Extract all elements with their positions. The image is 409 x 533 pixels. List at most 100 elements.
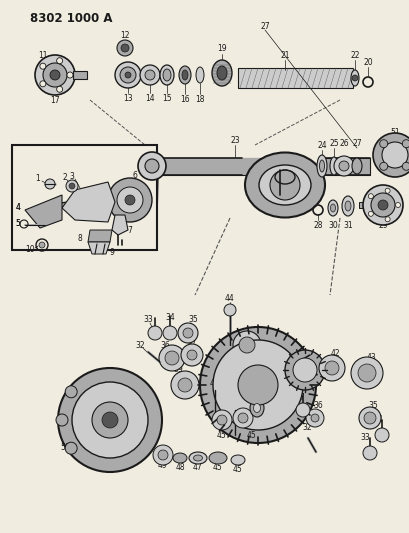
- Circle shape: [92, 402, 128, 438]
- Ellipse shape: [316, 155, 326, 177]
- Text: 44: 44: [229, 399, 239, 408]
- Text: 28: 28: [312, 221, 322, 230]
- Circle shape: [138, 152, 166, 180]
- Circle shape: [120, 67, 136, 83]
- Circle shape: [72, 382, 148, 458]
- Circle shape: [139, 65, 160, 85]
- Circle shape: [56, 414, 68, 426]
- Circle shape: [148, 326, 162, 340]
- Circle shape: [295, 403, 309, 417]
- Circle shape: [363, 412, 375, 424]
- Circle shape: [40, 63, 46, 69]
- Text: 39: 39: [173, 366, 182, 375]
- Text: 35: 35: [367, 401, 377, 410]
- Circle shape: [66, 180, 78, 192]
- Ellipse shape: [209, 452, 227, 464]
- Bar: [12, 145, 157, 250]
- Circle shape: [232, 408, 252, 428]
- Circle shape: [401, 163, 409, 171]
- Circle shape: [67, 72, 73, 78]
- Text: 30: 30: [327, 221, 337, 230]
- Text: 11: 11: [38, 51, 47, 60]
- Ellipse shape: [216, 66, 227, 80]
- Circle shape: [379, 140, 387, 148]
- Circle shape: [108, 178, 152, 222]
- Text: 45: 45: [213, 464, 222, 472]
- Text: 17: 17: [50, 95, 60, 104]
- Ellipse shape: [245, 152, 324, 217]
- Ellipse shape: [163, 69, 171, 81]
- Ellipse shape: [211, 60, 231, 86]
- Circle shape: [357, 364, 375, 382]
- Ellipse shape: [173, 453, 187, 463]
- Text: 24: 24: [317, 141, 326, 149]
- Text: 44: 44: [225, 294, 234, 303]
- Circle shape: [367, 211, 373, 216]
- Circle shape: [102, 412, 118, 428]
- Text: 25: 25: [328, 139, 338, 148]
- Text: 20: 20: [362, 58, 372, 67]
- Text: 32: 32: [135, 341, 144, 350]
- Circle shape: [159, 345, 184, 371]
- Circle shape: [333, 156, 353, 176]
- Text: 35: 35: [188, 314, 198, 324]
- Circle shape: [50, 70, 60, 80]
- Circle shape: [213, 340, 302, 430]
- Circle shape: [39, 242, 45, 248]
- Circle shape: [125, 72, 131, 78]
- Ellipse shape: [329, 157, 337, 175]
- Ellipse shape: [258, 165, 310, 205]
- Circle shape: [200, 327, 315, 443]
- Circle shape: [292, 358, 316, 382]
- Text: 10: 10: [25, 245, 35, 254]
- Circle shape: [115, 62, 141, 88]
- Circle shape: [384, 217, 389, 222]
- Circle shape: [237, 413, 247, 423]
- Circle shape: [350, 357, 382, 389]
- Circle shape: [381, 142, 407, 168]
- Text: 42: 42: [329, 350, 339, 359]
- Ellipse shape: [249, 399, 263, 417]
- Bar: [358, 202, 382, 208]
- Text: 48: 48: [175, 463, 184, 472]
- Text: 29: 29: [377, 221, 387, 230]
- Circle shape: [284, 350, 324, 390]
- Ellipse shape: [350, 70, 358, 86]
- Circle shape: [232, 331, 261, 359]
- Text: 45: 45: [233, 464, 242, 473]
- Circle shape: [145, 70, 155, 80]
- Text: 5: 5: [16, 219, 20, 228]
- Circle shape: [43, 63, 67, 87]
- Text: 23: 23: [229, 135, 239, 144]
- Circle shape: [45, 179, 55, 189]
- Circle shape: [56, 86, 63, 92]
- Text: 3: 3: [70, 172, 74, 181]
- Text: 44: 44: [210, 378, 219, 387]
- Circle shape: [69, 183, 75, 189]
- Ellipse shape: [330, 204, 335, 212]
- Ellipse shape: [327, 200, 337, 216]
- Text: 4: 4: [16, 203, 20, 212]
- Text: 1: 1: [36, 174, 40, 182]
- Circle shape: [223, 304, 236, 316]
- Circle shape: [362, 185, 402, 225]
- Circle shape: [351, 75, 357, 81]
- Polygon shape: [25, 195, 62, 228]
- Circle shape: [237, 365, 277, 405]
- Circle shape: [58, 368, 162, 472]
- Circle shape: [65, 386, 77, 398]
- Ellipse shape: [230, 455, 245, 465]
- Circle shape: [216, 415, 227, 425]
- Polygon shape: [112, 215, 128, 235]
- Text: 19: 19: [217, 44, 226, 52]
- Ellipse shape: [193, 455, 202, 461]
- Ellipse shape: [182, 70, 188, 80]
- Text: 34: 34: [372, 415, 382, 424]
- Text: 6: 6: [132, 171, 137, 180]
- Circle shape: [310, 414, 318, 422]
- Text: 18: 18: [195, 94, 204, 103]
- Text: 15: 15: [162, 93, 171, 102]
- Circle shape: [211, 410, 231, 430]
- Text: 12: 12: [120, 30, 129, 39]
- Text: 38: 38: [249, 328, 259, 337]
